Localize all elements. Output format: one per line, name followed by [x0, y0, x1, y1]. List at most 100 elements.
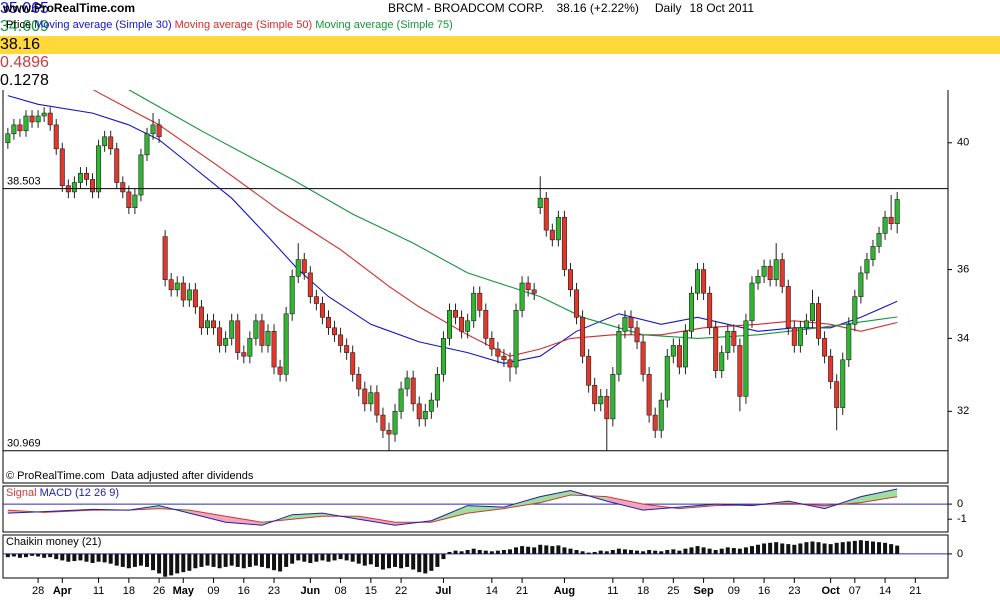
indicator-bar — [495, 550, 500, 554]
macd-fill — [860, 489, 898, 503]
indicator-bar — [344, 553, 349, 561]
candle-body — [289, 275, 295, 315]
indicator-bar — [411, 553, 416, 570]
indicator-bar — [193, 553, 198, 569]
candle-body — [610, 373, 616, 420]
indicator-bar — [556, 545, 561, 554]
indicator-bar — [278, 553, 283, 572]
indicator-bar — [786, 544, 791, 554]
candle-body — [59, 148, 65, 186]
candle-body — [537, 197, 543, 208]
indicator-bar — [380, 553, 385, 570]
candle-body — [114, 148, 120, 183]
candle-body — [465, 320, 471, 332]
indicator-bar — [598, 550, 603, 554]
level-label: 30.969 — [7, 438, 41, 450]
indicator-bar — [804, 542, 809, 554]
indicator-bar — [701, 547, 706, 554]
candle-body — [809, 303, 815, 322]
macd-fill — [540, 490, 571, 503]
y-tick-label: 40 — [957, 137, 969, 149]
indicator-bar — [604, 551, 609, 554]
candle-body — [749, 282, 755, 322]
candle-body — [344, 345, 350, 353]
candle-body — [5, 133, 11, 144]
indicator-bar — [816, 542, 821, 554]
indicator-bar — [683, 548, 688, 554]
candle-body — [374, 392, 380, 416]
candle-body — [235, 320, 241, 353]
candle-body — [803, 320, 809, 329]
candle-body — [35, 115, 41, 123]
candle-body — [29, 115, 35, 123]
indicator-bar — [175, 553, 180, 574]
candle-body — [858, 272, 864, 297]
candle-body — [96, 145, 102, 193]
candle-body — [204, 320, 210, 329]
indicator-bar — [393, 553, 398, 567]
candle-body — [77, 172, 83, 183]
x-tick-label: 09 — [728, 585, 740, 597]
candle-body — [549, 229, 555, 241]
candle-body — [580, 317, 586, 357]
x-tick-label: 26 — [153, 585, 165, 597]
x-tick-label: 23 — [788, 585, 800, 597]
candle-body — [767, 265, 773, 280]
candle-body — [319, 303, 325, 318]
candle-body — [555, 216, 561, 241]
indicator-bar — [17, 553, 22, 558]
candle-body — [186, 289, 192, 301]
indicator-bar — [181, 553, 186, 573]
candle-body — [253, 320, 259, 339]
indicator-bar — [223, 553, 228, 567]
candle-body — [676, 345, 682, 368]
indicator-bar — [302, 553, 307, 562]
indicator-bar — [743, 547, 748, 554]
indicator-bar — [265, 553, 270, 569]
indicator-bar — [23, 553, 28, 558]
candle-body — [640, 341, 646, 375]
moving-average-line — [7, 33, 898, 339]
candle-body — [646, 373, 652, 416]
y-tick-label: 34 — [957, 332, 969, 344]
x-tick-label: 28 — [32, 585, 44, 597]
candle-body — [864, 259, 870, 274]
indicator-bar — [501, 549, 506, 554]
candle-body — [410, 377, 416, 405]
indicator-bar — [435, 553, 440, 567]
indicator-line — [7, 488, 898, 526]
indicator-bar — [653, 550, 658, 554]
indicator-bar — [66, 553, 71, 562]
candle-body — [380, 414, 386, 431]
indicator-bar — [526, 546, 531, 554]
level-label: 38.503 — [7, 176, 41, 188]
candle-body — [822, 338, 828, 357]
indicator-bar — [356, 553, 361, 564]
indicator-bar — [132, 553, 137, 567]
candle-body — [713, 327, 719, 371]
indicator-bar — [507, 549, 512, 554]
indicator-bar — [762, 543, 767, 554]
indicator-bar — [858, 540, 863, 554]
candle-body — [567, 269, 573, 291]
candle-body — [332, 327, 338, 336]
candle-body — [440, 338, 446, 375]
indicator-bar — [429, 553, 434, 571]
x-tick-label: 09 — [207, 585, 219, 597]
candle-body — [174, 282, 180, 291]
candle-body — [138, 154, 144, 196]
indicator-bar — [544, 545, 549, 554]
candle-body — [773, 259, 779, 280]
macd-fill — [467, 505, 504, 514]
indicator-bar — [870, 541, 875, 554]
candle-body — [664, 355, 670, 401]
x-tick-label: 11 — [607, 585, 618, 597]
indicator-bar — [290, 553, 295, 564]
indicator-bar — [447, 551, 452, 554]
x-tick-label: Aug — [554, 585, 575, 597]
x-tick-label: 18 — [637, 585, 649, 597]
indicator-bar — [628, 549, 633, 554]
indicator-bar — [386, 553, 391, 569]
indicator-bar — [840, 542, 845, 554]
x-tick-label: 14 — [486, 585, 498, 597]
